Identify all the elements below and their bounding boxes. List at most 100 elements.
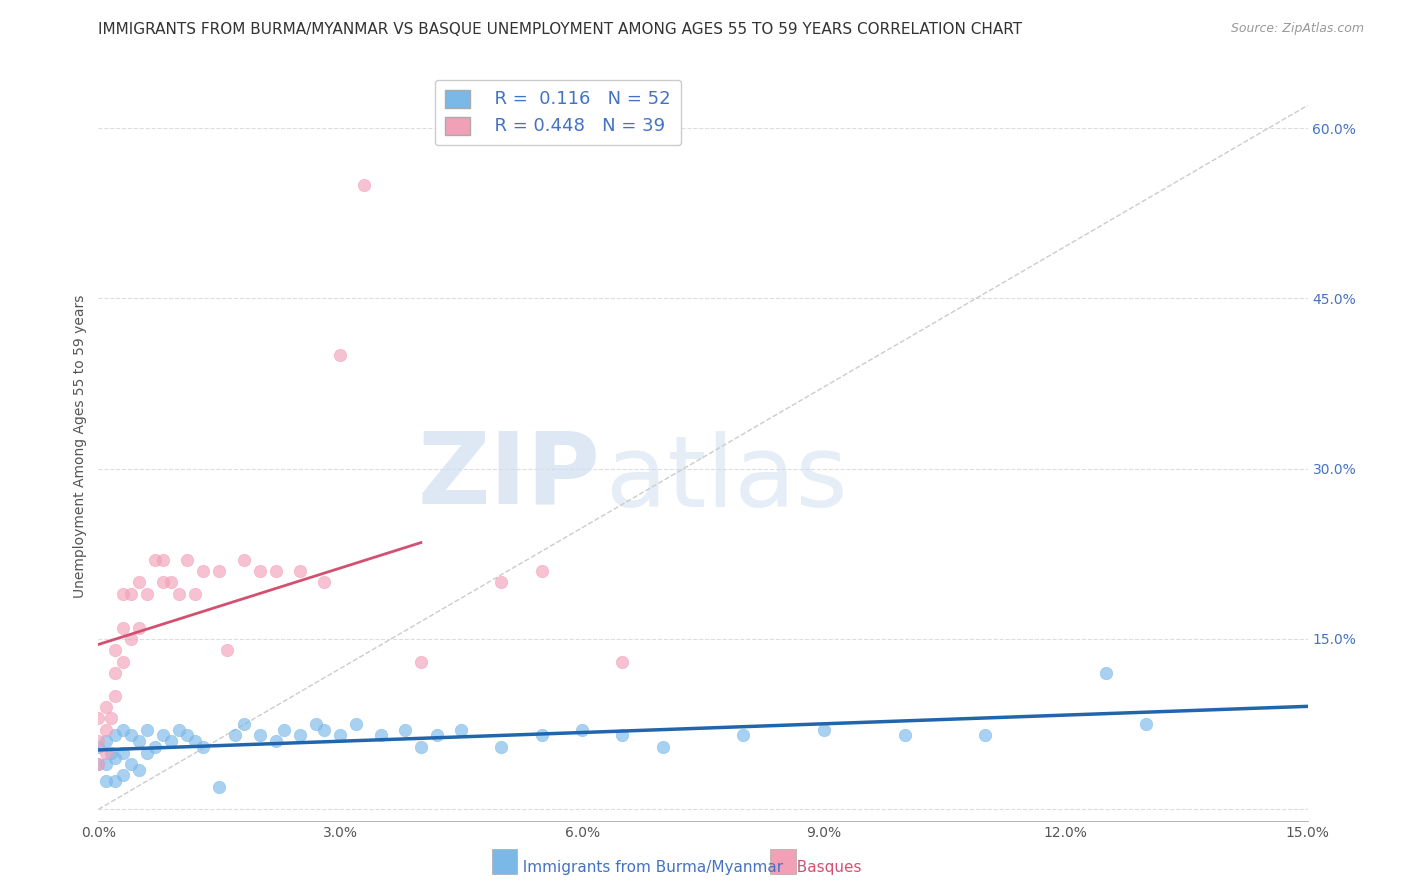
- Point: [288, 564, 311, 578]
- Point: [100, 746, 122, 760]
- Point: [232, 552, 254, 566]
- Point: [96, 756, 118, 771]
- Point: [288, 729, 311, 743]
- Point: [491, 575, 513, 590]
- Point: [264, 564, 287, 578]
- Point: [370, 729, 392, 743]
- Point: [87, 734, 110, 748]
- Point: [612, 655, 634, 669]
- Point: [394, 723, 416, 737]
- Text: Immigrants from Burma/Myanmar: Immigrants from Burma/Myanmar: [513, 860, 783, 874]
- Bar: [492, 849, 517, 874]
- Point: [96, 723, 118, 737]
- Point: [208, 564, 231, 578]
- Point: [208, 780, 231, 794]
- Point: [120, 586, 142, 600]
- Point: [103, 643, 125, 657]
- Point: [96, 700, 118, 714]
- Point: [217, 643, 239, 657]
- Point: [184, 586, 207, 600]
- Point: [491, 739, 513, 754]
- Point: [651, 739, 673, 754]
- Point: [135, 586, 157, 600]
- Point: [193, 564, 215, 578]
- Point: [87, 756, 110, 771]
- Point: [571, 723, 593, 737]
- Point: [87, 739, 110, 754]
- Bar: [770, 849, 796, 874]
- Point: [409, 655, 432, 669]
- Point: [100, 711, 122, 725]
- Point: [530, 564, 553, 578]
- Point: [249, 729, 271, 743]
- Point: [111, 768, 134, 782]
- Point: [96, 773, 118, 788]
- Text: ZIP: ZIP: [418, 427, 600, 524]
- Point: [143, 552, 166, 566]
- Point: [103, 773, 125, 788]
- Point: [176, 729, 198, 743]
- Point: [103, 666, 125, 681]
- Point: [224, 729, 246, 743]
- Point: [1135, 717, 1157, 731]
- Point: [344, 717, 367, 731]
- Y-axis label: Unemployment Among Ages 55 to 59 years: Unemployment Among Ages 55 to 59 years: [73, 294, 87, 598]
- Point: [974, 729, 997, 743]
- Point: [111, 655, 134, 669]
- Point: [733, 729, 755, 743]
- Point: [87, 711, 110, 725]
- Point: [135, 746, 157, 760]
- Point: [273, 723, 295, 737]
- Point: [120, 729, 142, 743]
- Point: [87, 756, 110, 771]
- Point: [450, 723, 472, 737]
- Point: [813, 723, 835, 737]
- Point: [314, 575, 336, 590]
- Point: [193, 739, 215, 754]
- Point: [152, 575, 174, 590]
- Point: [152, 552, 174, 566]
- Point: [103, 751, 125, 765]
- Point: [264, 734, 287, 748]
- Point: [353, 178, 375, 192]
- Point: [103, 729, 125, 743]
- Point: [103, 689, 125, 703]
- Point: [612, 729, 634, 743]
- Point: [249, 564, 271, 578]
- Point: [184, 734, 207, 748]
- Text: IMMIGRANTS FROM BURMA/MYANMAR VS BASQUE UNEMPLOYMENT AMONG AGES 55 TO 59 YEARS C: IMMIGRANTS FROM BURMA/MYANMAR VS BASQUE …: [98, 22, 1022, 37]
- Point: [167, 723, 190, 737]
- Point: [329, 729, 352, 743]
- Point: [152, 729, 174, 743]
- Text: atlas: atlas: [606, 431, 848, 528]
- Point: [176, 552, 198, 566]
- Point: [111, 723, 134, 737]
- Text: Basques: Basques: [787, 860, 862, 874]
- Point: [96, 734, 118, 748]
- Point: [111, 746, 134, 760]
- Text: Source: ZipAtlas.com: Source: ZipAtlas.com: [1230, 22, 1364, 36]
- Point: [1095, 666, 1118, 681]
- Point: [305, 717, 328, 731]
- Point: [409, 739, 432, 754]
- Point: [111, 621, 134, 635]
- Point: [143, 739, 166, 754]
- Point: [893, 729, 915, 743]
- Point: [530, 729, 553, 743]
- Point: [120, 632, 142, 646]
- Point: [128, 763, 150, 777]
- Point: [329, 348, 352, 362]
- Legend:   R =  0.116   N = 52,   R = 0.448   N = 39: R = 0.116 N = 52, R = 0.448 N = 39: [434, 79, 681, 145]
- Point: [167, 586, 190, 600]
- Point: [135, 723, 157, 737]
- Point: [426, 729, 449, 743]
- Point: [232, 717, 254, 731]
- Point: [160, 734, 183, 748]
- Point: [314, 723, 336, 737]
- Point: [128, 575, 150, 590]
- Point: [160, 575, 183, 590]
- Point: [111, 586, 134, 600]
- Point: [128, 621, 150, 635]
- Point: [96, 746, 118, 760]
- Point: [120, 756, 142, 771]
